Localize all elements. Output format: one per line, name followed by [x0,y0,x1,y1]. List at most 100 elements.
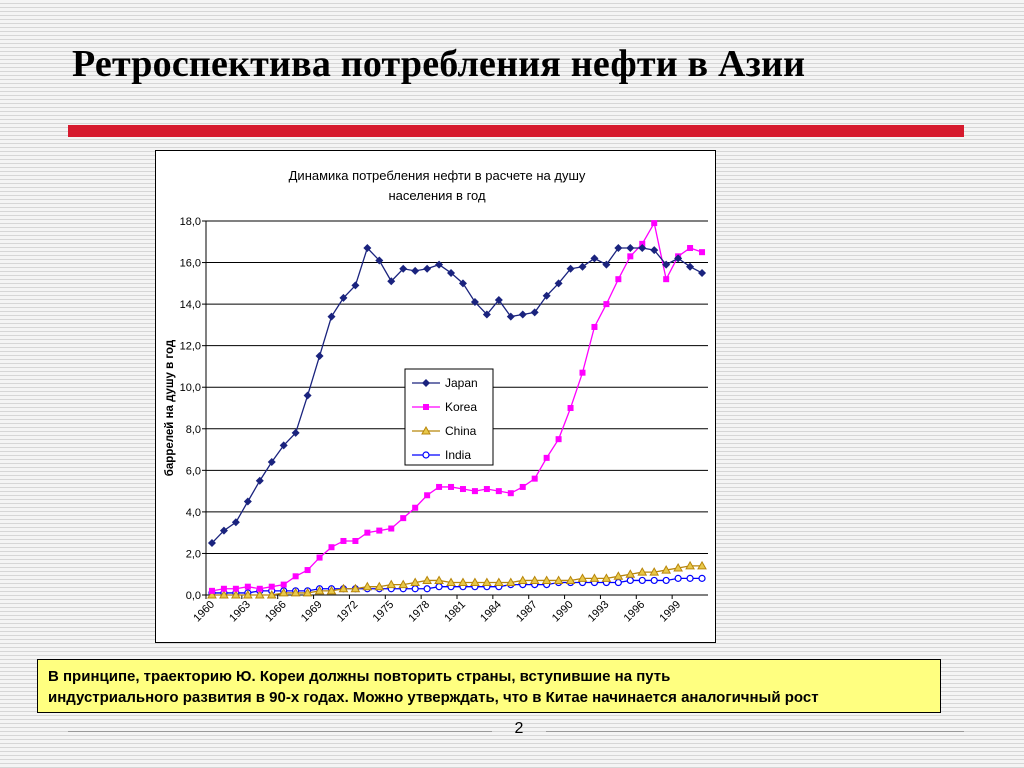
x-tick-label: 1996 [622,599,648,625]
legend-label-japan: Japan [445,376,478,390]
y-tick-label: 6,0 [186,465,201,477]
data-point-china [601,573,612,582]
data-point-japan [219,526,228,535]
data-point-china [589,573,600,582]
data-point-china [470,577,480,587]
data-point-japan [231,518,240,527]
data-point-china [219,589,229,599]
data-point-china [302,587,313,597]
data-point-korea [400,515,407,522]
x-tick-label: 1972 [335,599,361,625]
data-point-japan [375,256,384,265]
data-point-korea [687,245,694,252]
data-point-korea [412,504,419,511]
data-point-china [290,587,301,597]
data-point-japan [267,458,276,467]
title-divider [68,125,964,137]
data-point-japan [470,298,479,307]
data-point-china [505,577,516,587]
data-point-india [411,585,419,593]
x-tick-label: 1993 [586,599,612,625]
data-point-korea [316,554,323,561]
data-point-korea [328,544,335,551]
data-point-korea [280,581,287,588]
data-point-china [529,575,540,584]
data-point-korea [639,240,646,247]
x-tick-label: 1975 [371,599,397,625]
data-point-korea [531,475,538,482]
data-point-china [422,575,432,584]
data-point-korea [256,585,263,592]
data-point-japan [207,539,216,548]
data-point-india [686,574,694,582]
footer-line-left [68,731,492,732]
data-point-japan [411,266,420,275]
data-point-china [410,577,421,587]
data-point-china [386,579,397,589]
data-point-japan [686,262,695,271]
data-point-korea [651,220,658,227]
data-point-japan [435,260,444,269]
data-point-korea [459,486,466,493]
data-point-china [649,567,660,576]
data-point-china [242,589,253,599]
data-point-japan [315,352,324,361]
oil-consumption-chart: Динамика потребления нефти в расчете на … [164,168,708,625]
data-point-japan [303,391,312,400]
legend-marker-japan [422,379,430,387]
data-point-china [685,560,695,570]
data-point-india [674,574,682,582]
data-point-korea [663,276,670,283]
y-tick-label: 8,0 [186,424,201,436]
data-point-china [458,577,468,587]
y-axis-label: баррелей на душу в год [164,339,176,476]
x-tick-label: 1969 [299,599,325,625]
data-point-japan [327,312,336,321]
data-point-korea [471,488,478,495]
data-point-china [517,575,528,584]
data-point-korea [292,573,299,580]
page-number: 2 [514,720,524,737]
data-point-korea [555,436,562,443]
chart-title-line-2: населения в год [388,188,486,203]
data-point-china [350,583,361,593]
data-point-china [625,569,636,578]
x-tick-label: 1999 [657,599,683,625]
data-point-korea [543,454,550,461]
y-tick-label: 14,0 [180,299,201,311]
x-tick-label: 1987 [514,599,540,625]
data-point-korea [448,483,455,490]
data-point-japan [243,497,252,506]
data-point-japan [590,254,599,263]
note-line-1: В принципе, траекторию Ю. Кореи должны п… [48,668,671,685]
y-tick-label: 2,0 [186,548,201,560]
x-tick-label: 1963 [227,599,253,625]
data-point-korea [208,587,215,594]
data-point-korea [567,405,574,411]
data-point-japan [291,428,300,437]
y-tick-label: 10,0 [180,382,201,394]
data-point-india [662,576,670,585]
data-point-korea [519,483,526,490]
data-point-korea [483,486,490,493]
data-point-korea [699,249,706,256]
legend-label-china: China [445,424,477,438]
data-point-japan [554,279,563,288]
data-point-china [254,589,265,599]
data-point-china [577,573,588,582]
data-point-japan [614,244,623,253]
data-point-japan [638,244,647,253]
legend-marker-korea [423,404,429,410]
y-tick-label: 16,0 [180,258,201,270]
data-point-china [231,589,241,599]
y-tick-label: 18,0 [180,216,201,228]
data-point-china [266,589,277,599]
data-point-japan [494,295,503,304]
data-point-korea [376,527,383,534]
data-point-china [541,575,552,584]
data-point-china [661,565,672,574]
data-point-korea [232,585,239,592]
data-point-china [207,589,217,599]
data-point-japan [542,291,551,300]
x-tick-label: 1990 [550,599,576,625]
